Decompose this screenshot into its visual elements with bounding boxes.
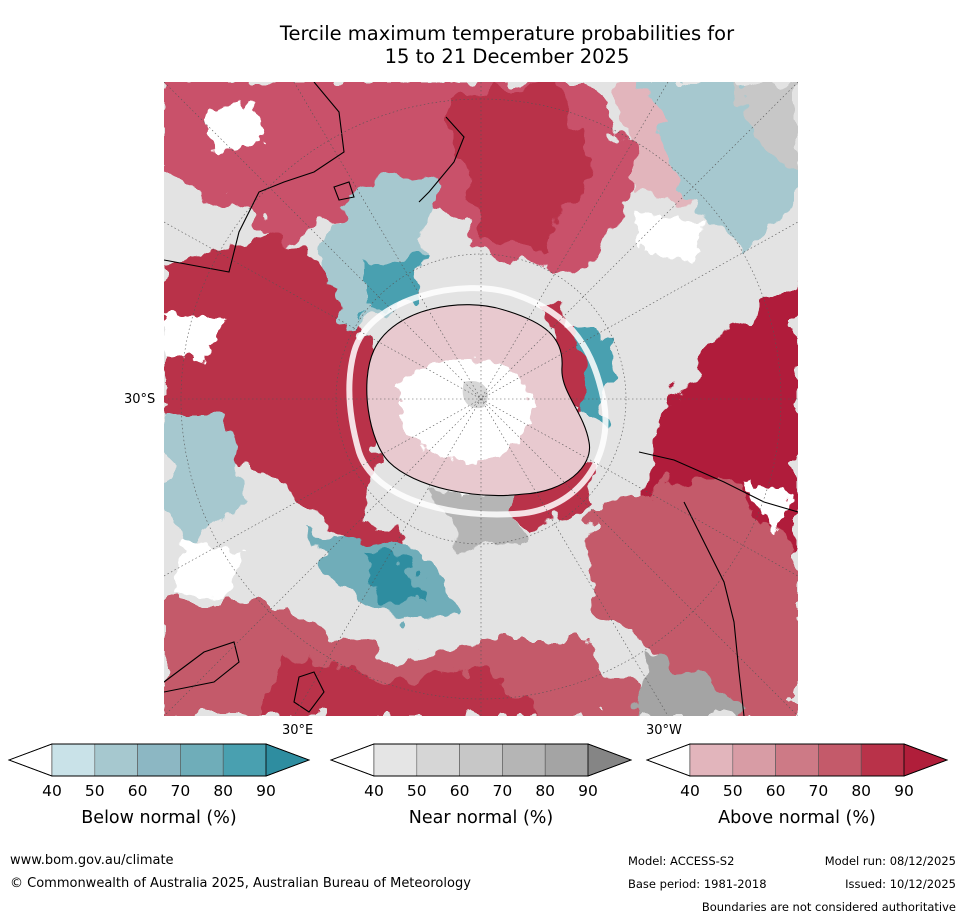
footer-disclaimer: Boundaries are not considered authoritat… [701, 900, 956, 914]
colorbar-segment [860, 743, 905, 777]
colorbar-segment [51, 743, 96, 777]
footer-base-period: Base period: 1981-2018 [628, 877, 767, 891]
colorbar-tick-label: 80 [213, 782, 234, 800]
colorbar-tick-label: 50 [406, 782, 427, 800]
colorbar-tick-label: 70 [492, 782, 513, 800]
coast-south-america [638, 451, 798, 513]
polar-map[interactable] [164, 82, 798, 716]
footer-copyright: © Commonwealth of Australia 2025, Austra… [10, 876, 471, 891]
colorbar-svg [7, 743, 311, 777]
colorbar-segment [732, 743, 776, 777]
colorbar-tick-label: 60 [127, 782, 148, 800]
colorbar-extend-high [903, 743, 949, 777]
colorbar-extend-low [329, 743, 375, 777]
colorbar-tick-label: 90 [894, 782, 914, 800]
footer-model: Model: ACCESS-S2 [628, 854, 735, 868]
colorbar-outline [7, 743, 311, 777]
region-near-southeast [634, 652, 744, 716]
colorbar-tick-label: 40 [364, 782, 384, 800]
colorbar-segment [502, 743, 546, 777]
colorbar-above-normal [645, 742, 949, 782]
colorbar-tick-label: 60 [449, 782, 470, 800]
colorbar-outline [329, 743, 633, 777]
region-below-west-patch [164, 412, 244, 552]
colorbar-tick-label: 90 [578, 782, 598, 800]
footer-model-run: Model run: 08/12/2025 [824, 854, 956, 868]
colorbar-below-normal [7, 742, 311, 782]
antarctic-margin [346, 285, 609, 518]
colorbar-below-ticks: 40 50 60 70 80 90 [9, 782, 309, 802]
colorbar-segment [459, 743, 503, 777]
colorbar-extend-high [587, 743, 633, 777]
region-above-north-core [444, 82, 594, 252]
chart-title-line2: 15 to 21 December 2025 [384, 45, 630, 68]
colorbar-near-ticks: 40 50 60 70 80 90 [331, 782, 631, 802]
footer-issued: Issued: 10/12/2025 [845, 877, 956, 891]
colorbar-svg [329, 743, 633, 777]
colorbar-above-ticks: 40 50 60 70 80 90 [647, 782, 947, 802]
colorbar-tick-label: 40 [42, 782, 62, 800]
lat-label-30s: 30°S [124, 392, 156, 407]
colorbar-segment [544, 743, 589, 777]
colorbar-tick-label: 70 [170, 782, 191, 800]
colorbar-tick-label: 70 [808, 782, 829, 800]
colorbar-tick-label: 40 [680, 782, 700, 800]
colorbar-tick-label: 50 [722, 782, 743, 800]
coastlines [164, 82, 798, 716]
coast-australia [164, 82, 345, 273]
footer-url[interactable]: www.bom.gov.au/climate [10, 853, 174, 868]
region-above-south-core [264, 652, 544, 716]
colorbar-extend-low [645, 743, 691, 777]
colorbar-segment [222, 743, 267, 777]
colorbar-segment [373, 743, 418, 777]
colorbar-segment [775, 743, 819, 777]
colorbar-extend-low [7, 743, 53, 777]
region-near-south [424, 482, 524, 552]
colorbar-segment [137, 743, 181, 777]
lon-label-30w: 30°W [646, 723, 682, 738]
coast-south-america-west [683, 501, 745, 716]
colorbar-tick-label: 80 [851, 782, 872, 800]
colorbar-tick-label: 50 [84, 782, 105, 800]
colorbar-tick-label: 60 [765, 782, 786, 800]
coast-madagascar [293, 671, 325, 713]
colorbar-near-title: Near normal (%) [408, 808, 554, 828]
region-below-southwest-core [364, 552, 424, 607]
chart-title: Tercile maximum temperature probabilitie… [160, 22, 854, 68]
colorbar-below-title: Below normal (%) [81, 808, 237, 828]
colorbar-segment [180, 743, 224, 777]
map-svg [164, 82, 798, 716]
chart-title-line1: Tercile maximum temperature probabilitie… [279, 22, 735, 45]
region-near-northeast [734, 82, 798, 172]
colorbar-outline [645, 743, 949, 777]
antarctica [366, 304, 591, 496]
lon-label-30e: 30°E [282, 723, 314, 738]
colorbar-segment [94, 743, 138, 777]
probability-field [164, 82, 798, 716]
colorbar-segment [818, 743, 862, 777]
colorbar-tick-label: 80 [535, 782, 556, 800]
coast-new-zealand [418, 116, 465, 203]
colorbar-segment [416, 743, 460, 777]
colorbar-segment [689, 743, 734, 777]
colorbar-near-normal [329, 742, 633, 782]
colorbar-above-title: Above normal (%) [718, 808, 876, 828]
colorbar-tick-label: 90 [256, 782, 276, 800]
region-above-southeast [584, 472, 798, 716]
graticule [164, 82, 798, 716]
colorbar-svg [645, 743, 949, 777]
coast-south-africa [164, 641, 240, 693]
colorbar-extend-high [265, 743, 311, 777]
coast-tasmania [333, 181, 355, 201]
